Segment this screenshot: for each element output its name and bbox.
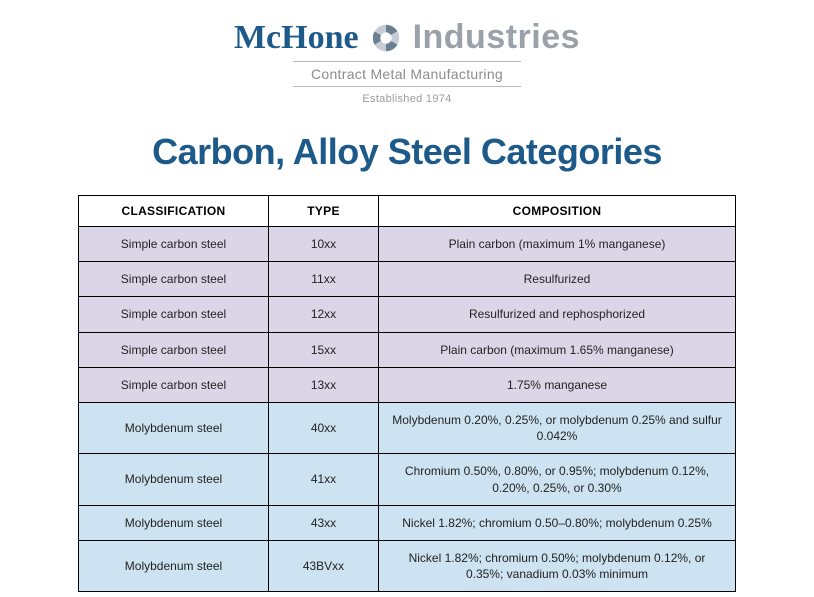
cell-composition: Resulfurized [379, 262, 736, 297]
brand-name-right: Industries [413, 18, 580, 57]
cell-composition: Resulfurized and rephosphorized [379, 297, 736, 332]
cell-type: 13xx [269, 367, 379, 402]
table-row: Simple carbon steel 13xx 1.75% manganese [79, 367, 736, 402]
header: McHone Industries Contract Metal Manufac… [0, 0, 814, 105]
cell-composition: Molybdenum 0.20%, 0.25%, or molybdenum 0… [379, 402, 736, 453]
cell-type: 41xx [269, 454, 379, 505]
cell-classification: Simple carbon steel [79, 227, 269, 262]
cell-classification: Simple carbon steel [79, 297, 269, 332]
brand-established: Established 1974 [0, 93, 814, 105]
brand-tagline: Contract Metal Manufacturing [293, 61, 521, 87]
cell-classification: Molybdenum steel [79, 540, 269, 591]
cell-type: 15xx [269, 332, 379, 367]
table-row: Molybdenum steel 43BVxx Nickel 1.82%; ch… [79, 540, 736, 591]
col-header-composition: COMPOSITION [379, 196, 736, 227]
cell-classification: Molybdenum steel [79, 402, 269, 453]
cell-type: 11xx [269, 262, 379, 297]
table-header-row: CLASSIFICATION TYPE COMPOSITION [79, 196, 736, 227]
table-row: Simple carbon steel 11xx Resulfurized [79, 262, 736, 297]
cell-type: 10xx [269, 227, 379, 262]
table-row: Molybdenum steel 41xx Chromium 0.50%, 0.… [79, 454, 736, 505]
cell-composition: 1.75% manganese [379, 367, 736, 402]
cell-composition: Chromium 0.50%, 0.80%, or 0.95%; molybde… [379, 454, 736, 505]
steel-categories-table: CLASSIFICATION TYPE COMPOSITION Simple c… [78, 195, 736, 592]
logo-icon [369, 21, 403, 55]
table-row: Simple carbon steel 12xx Resulfurized an… [79, 297, 736, 332]
cell-composition: Plain carbon (maximum 1.65% manganese) [379, 332, 736, 367]
cell-type: 12xx [269, 297, 379, 332]
cell-composition: Nickel 1.82%; chromium 0.50–0.80%; molyb… [379, 505, 736, 540]
cell-classification: Simple carbon steel [79, 367, 269, 402]
cell-type: 43xx [269, 505, 379, 540]
cell-composition: Nickel 1.82%; chromium 0.50%; molybdenum… [379, 540, 736, 591]
cell-classification: Simple carbon steel [79, 262, 269, 297]
col-header-classification: CLASSIFICATION [79, 196, 269, 227]
cell-type: 40xx [269, 402, 379, 453]
table-body: Simple carbon steel 10xx Plain carbon (m… [79, 227, 736, 592]
cell-type: 43BVxx [269, 540, 379, 591]
page-title: Carbon, Alloy Steel Categories [0, 131, 814, 173]
brand-name-left: McHone [234, 19, 359, 57]
table-row: Molybdenum steel 43xx Nickel 1.82%; chro… [79, 505, 736, 540]
steel-table-container: CLASSIFICATION TYPE COMPOSITION Simple c… [78, 195, 736, 592]
cell-classification: Simple carbon steel [79, 332, 269, 367]
table-row: Molybdenum steel 40xx Molybdenum 0.20%, … [79, 402, 736, 453]
table-row: Simple carbon steel 15xx Plain carbon (m… [79, 332, 736, 367]
col-header-type: TYPE [269, 196, 379, 227]
cell-composition: Plain carbon (maximum 1% manganese) [379, 227, 736, 262]
logo-row: McHone Industries [0, 18, 814, 57]
table-row: Simple carbon steel 10xx Plain carbon (m… [79, 227, 736, 262]
cell-classification: Molybdenum steel [79, 454, 269, 505]
cell-classification: Molybdenum steel [79, 505, 269, 540]
